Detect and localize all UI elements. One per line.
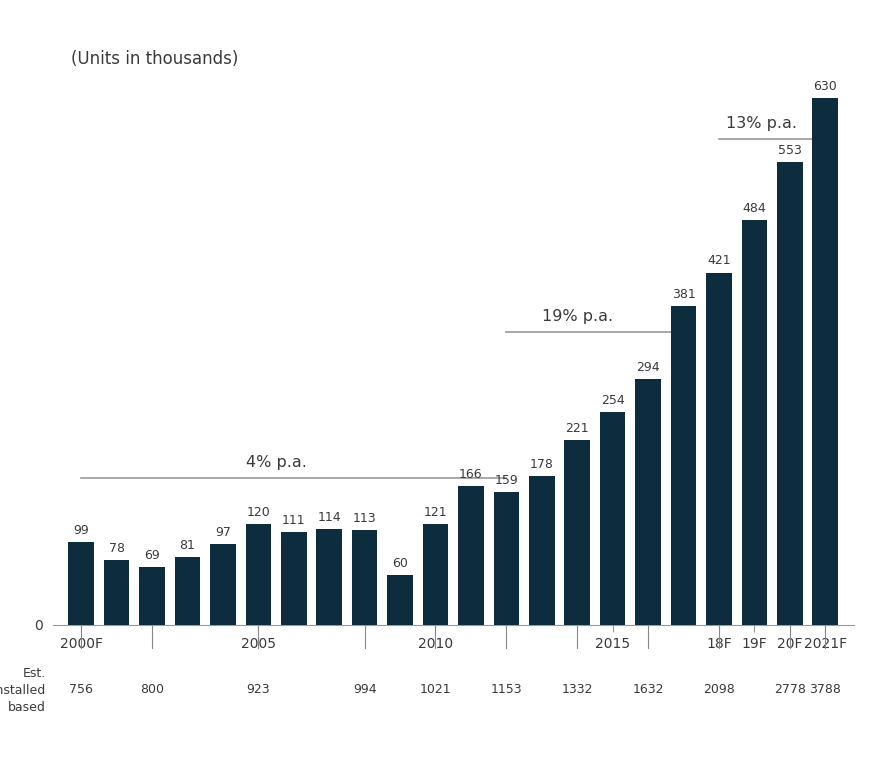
Bar [175, 557, 201, 625]
Text: 994: 994 [353, 683, 377, 697]
Text: 254: 254 [601, 394, 625, 407]
Bar [494, 492, 519, 625]
Bar [635, 379, 661, 625]
Text: 421: 421 [708, 255, 730, 268]
Text: 113: 113 [353, 512, 377, 526]
Text: 178: 178 [530, 458, 554, 471]
Bar [529, 476, 554, 625]
Text: 3788: 3788 [810, 683, 841, 697]
Text: 553: 553 [778, 144, 802, 157]
Text: 2098: 2098 [703, 683, 735, 697]
Bar [600, 412, 626, 625]
Text: 99: 99 [73, 524, 89, 537]
Text: 111: 111 [282, 514, 305, 527]
Text: 159: 159 [495, 474, 518, 487]
Text: 1021: 1021 [420, 683, 451, 697]
Text: 166: 166 [459, 468, 483, 481]
Text: 120: 120 [246, 506, 270, 519]
Text: 630: 630 [813, 80, 837, 93]
Bar [139, 567, 165, 625]
Bar [564, 440, 590, 625]
Text: 294: 294 [636, 361, 660, 374]
Bar [69, 542, 94, 625]
Text: (Units in thousands): (Units in thousands) [70, 50, 238, 69]
Text: 97: 97 [215, 526, 231, 539]
Text: 1332: 1332 [561, 683, 593, 697]
Text: 60: 60 [392, 557, 408, 569]
Text: 69: 69 [144, 549, 160, 562]
Text: 13% p.a.: 13% p.a. [726, 116, 797, 131]
Bar [812, 98, 838, 625]
Text: 4% p.a.: 4% p.a. [246, 455, 306, 470]
Text: 78: 78 [108, 541, 125, 555]
Bar [387, 575, 413, 625]
Text: 381: 381 [671, 288, 695, 301]
Text: 1632: 1632 [633, 683, 664, 697]
Text: 756: 756 [70, 683, 93, 697]
Bar [706, 273, 731, 625]
Bar [352, 530, 378, 625]
Text: Est.
installed
based: Est. installed based [0, 667, 46, 714]
Text: 81: 81 [180, 539, 195, 552]
Bar [777, 162, 803, 625]
Bar [458, 486, 484, 625]
Bar [317, 530, 342, 625]
Text: 121: 121 [423, 505, 447, 519]
Bar [742, 219, 767, 625]
Bar [210, 544, 236, 625]
Bar [104, 559, 129, 625]
Text: 800: 800 [140, 683, 164, 697]
Text: 114: 114 [318, 512, 341, 524]
Text: 1153: 1153 [490, 683, 522, 697]
Bar [671, 306, 696, 625]
Bar [281, 532, 306, 625]
Text: 484: 484 [743, 201, 766, 215]
Bar [246, 524, 271, 625]
Text: 221: 221 [566, 422, 589, 435]
Text: 19% p.a.: 19% p.a. [542, 308, 612, 323]
Bar [422, 523, 448, 625]
Text: 2778: 2778 [774, 683, 806, 697]
Text: 923: 923 [246, 683, 270, 697]
